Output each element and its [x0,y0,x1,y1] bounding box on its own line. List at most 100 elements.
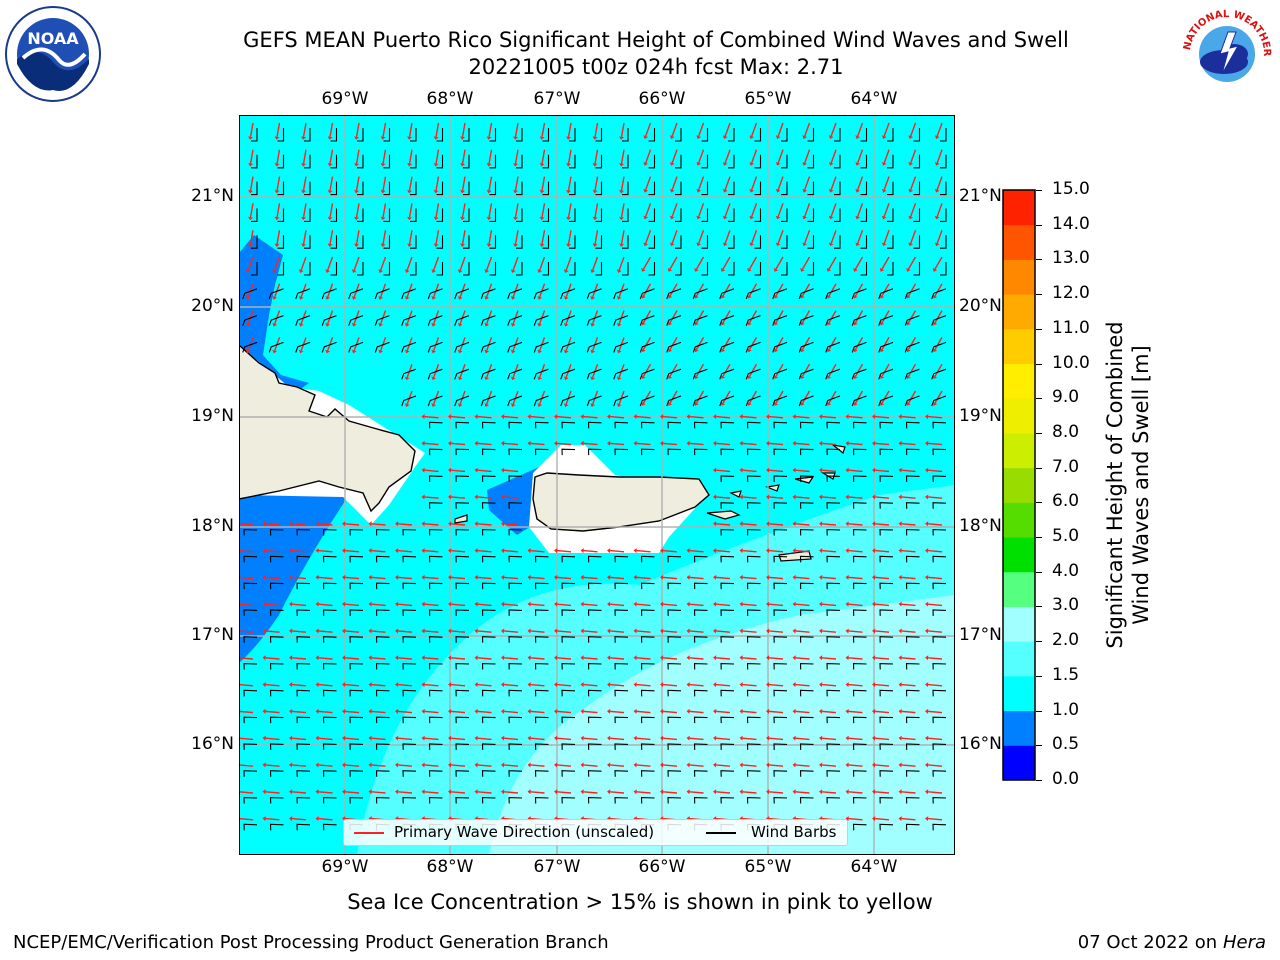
wave-direction-arrow [934,283,943,297]
wave-direction-arrowhead [713,574,717,580]
wave-direction-arrow [486,310,493,324]
wave-direction-arrowhead [908,135,914,139]
wind-barb [507,368,523,380]
wind-barb [878,395,894,407]
chart-title: GEFS MEAN Puerto Rico Significant Height… [243,28,1069,52]
wind-barb [693,609,708,616]
wave-direction-arrowhead [457,349,463,354]
wind-barb [798,368,814,380]
wave-direction-arrow [503,764,519,767]
wave-direction-arrowhead [643,162,649,166]
wave-direction-arrowhead [580,682,584,688]
wind-barb [243,609,258,616]
wind-barb [322,636,337,643]
wave-direction-arrowhead [828,215,834,220]
wind-barb [675,181,682,196]
wave-direction-arrow [636,737,651,741]
wave-direction-arrow [636,791,651,794]
wave-direction-arrow [567,203,572,218]
wind-barb [516,154,523,169]
wind-barb [692,288,708,300]
wind-barb [375,555,390,563]
wind-barb [931,315,947,326]
wave-direction-arrowhead [501,440,505,446]
wave-direction-arrow [804,176,811,190]
wave-direction-arrowhead [457,269,463,273]
wave-direction-arrowhead [248,163,254,167]
wind-barb [746,448,761,456]
colorbar-segment [1003,398,1035,434]
wave-direction-arrow [722,283,731,297]
colorbar-tick-mark [1036,571,1042,573]
wave-direction-arrowhead [773,348,779,353]
wind-barb [852,528,867,536]
wave-direction-arrow [450,576,466,580]
wave-direction-arrow [327,337,334,351]
wind-barb [243,662,258,670]
wind-barb [720,448,735,456]
wind-barb [410,128,417,142]
wave-direction-arrow [486,363,493,378]
wave-direction-arrowhead [619,189,625,194]
wind-barb [825,395,841,407]
wave-direction-arrow [318,630,333,633]
wave-direction-arrowhead [819,574,823,580]
wave-direction-arrowhead [853,267,858,272]
wave-direction-arrow [291,710,307,714]
wave-direction-arrowhead [421,601,425,607]
wind-barb [269,555,284,563]
wave-direction-arrow [927,496,943,499]
colorbar-label-line1: Significant Height of Combined [1103,321,1127,649]
wave-direction-arrow [775,256,784,270]
wave-direction-arrow [344,710,360,714]
wave-direction-arrowhead [925,655,929,661]
wind-barb [428,636,443,643]
wave-direction-arrow [382,176,387,191]
wave-direction-arrow [318,817,333,821]
wave-direction-arrow [881,363,890,377]
wave-direction-arrow [353,310,360,324]
wave-direction-arrowhead [722,242,728,247]
wave-direction-arrowhead [739,708,743,714]
colorbar-segment [1003,467,1035,503]
wave-direction-arrow [249,176,254,191]
wave-direction-arrow [512,283,519,298]
wind-barb [932,475,947,482]
wave-direction-arrowhead [378,322,384,327]
wave-direction-arrow [249,122,254,137]
wave-direction-arrowhead [792,735,796,741]
wave-direction-arrow [300,283,307,298]
wave-direction-arrow [567,176,572,191]
wind-barb [826,475,841,482]
wave-direction-arrow [848,817,863,821]
wind-barb [243,823,258,831]
wave-direction-arrow [742,442,757,446]
wave-direction-arrow [848,710,863,714]
wind-barb [692,395,708,407]
wave-direction-arrow [795,469,810,473]
wind-barb [640,421,655,429]
wind-barb [932,662,947,670]
wave-direction-arrow [556,657,572,660]
wind-barb [693,636,708,643]
wave-direction-arrowhead [826,375,832,379]
wave-direction-arrowhead [510,296,516,300]
wave-direction-arrow [775,283,784,297]
wave-direction-arrowhead [448,708,452,714]
wind-barb [463,208,470,222]
wave-direction-arrow [662,603,678,607]
wave-direction-arrowhead [380,136,386,140]
wave-direction-arrowhead [448,762,452,768]
wind-barb [720,528,735,536]
wave-direction-arrowhead [325,269,331,273]
wave-direction-arrow [408,230,413,245]
lat-label-right: 17°N [959,625,1002,645]
wave-direction-arrowhead [407,189,413,194]
wave-direction-arrowhead [845,548,849,554]
wind-barb [454,341,470,353]
wave-direction-arrow [435,203,440,218]
wave-direction-arrowhead [828,135,834,139]
wind-barb [410,235,417,249]
wave-direction-arrowhead [315,655,319,661]
wave-direction-arrow [901,630,916,633]
